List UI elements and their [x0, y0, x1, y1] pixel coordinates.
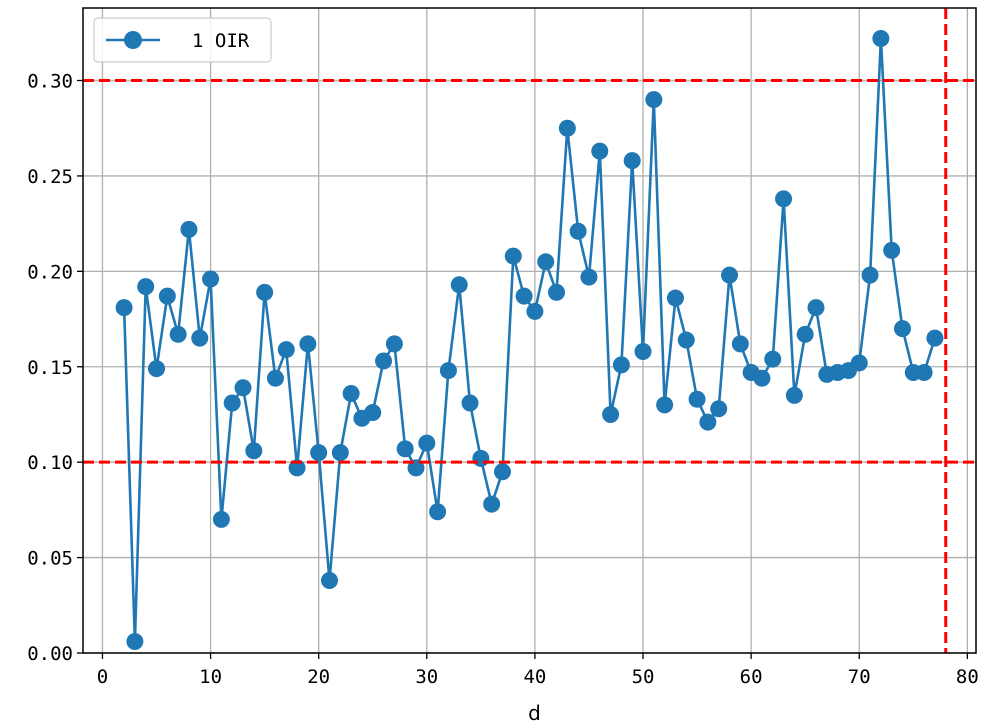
data-point [148, 360, 165, 377]
data-point [440, 362, 457, 379]
x-tick-label: 80 [956, 666, 979, 688]
data-point [180, 221, 197, 238]
data-point [559, 120, 576, 137]
data-point [602, 406, 619, 423]
x-tick-label: 50 [632, 666, 655, 688]
data-point [570, 223, 587, 240]
data-point [310, 444, 327, 461]
data-point [689, 391, 706, 408]
data-point [635, 343, 652, 360]
data-point [656, 396, 673, 413]
x-axis-title: d [528, 701, 541, 725]
data-point [883, 242, 900, 259]
data-point [462, 395, 479, 412]
legend-marker-swatch [124, 31, 142, 49]
data-point [505, 248, 522, 265]
y-tick-label: 0.05 [27, 548, 73, 570]
data-point [418, 435, 435, 452]
data-point [429, 503, 446, 520]
data-point [397, 440, 414, 457]
data-point [797, 326, 814, 343]
data-point [872, 30, 889, 47]
data-point [126, 633, 143, 650]
x-tick-label: 40 [523, 666, 546, 688]
data-point [764, 351, 781, 368]
data-point [580, 269, 597, 286]
data-point [721, 267, 738, 284]
data-point [278, 341, 295, 358]
data-point [753, 370, 770, 387]
data-point [137, 278, 154, 295]
data-point [472, 450, 489, 467]
data-point [699, 414, 716, 431]
data-point [375, 353, 392, 370]
data-point [548, 284, 565, 301]
data-point [245, 442, 262, 459]
y-tick-label: 0.25 [27, 166, 73, 188]
data-point [732, 335, 749, 352]
data-point [516, 288, 533, 305]
data-point [775, 190, 792, 207]
x-tick-label: 0 [97, 666, 108, 688]
data-point [537, 253, 554, 270]
data-point [851, 354, 868, 371]
data-point [451, 276, 468, 293]
data-point [862, 267, 879, 284]
data-point [494, 463, 511, 480]
x-tick-label: 60 [740, 666, 763, 688]
data-point [256, 284, 273, 301]
data-point [321, 572, 338, 589]
data-point [235, 379, 252, 396]
y-tick-label: 0.10 [27, 452, 73, 474]
data-point [364, 404, 381, 421]
x-tick-label: 30 [415, 666, 438, 688]
legend: 1 OIR [94, 18, 271, 62]
data-point [667, 290, 684, 307]
data-point [678, 332, 695, 349]
data-point [224, 395, 241, 412]
data-point [916, 364, 933, 381]
data-point [645, 91, 662, 108]
data-point [591, 143, 608, 160]
y-tick-label: 0.20 [27, 261, 73, 283]
data-point [613, 356, 630, 373]
data-point [894, 320, 911, 337]
data-point [299, 335, 316, 352]
data-point [332, 444, 349, 461]
data-point [483, 496, 500, 513]
data-point [386, 335, 403, 352]
data-point [267, 370, 284, 387]
data-point [202, 270, 219, 287]
y-tick-label: 0.30 [27, 71, 73, 93]
data-point [710, 400, 727, 417]
x-tick-label: 10 [199, 666, 222, 688]
data-point [159, 288, 176, 305]
data-point [191, 330, 208, 347]
data-point [213, 511, 230, 528]
data-point [116, 299, 133, 316]
data-point [807, 299, 824, 316]
data-point [786, 387, 803, 404]
x-tick-label: 70 [848, 666, 871, 688]
legend-label: 1 OIR [192, 30, 250, 52]
data-point [343, 385, 360, 402]
data-point [926, 330, 943, 347]
data-point [624, 152, 641, 169]
x-tick-label: 20 [307, 666, 330, 688]
y-tick-label: 0.00 [27, 643, 73, 665]
y-tick-label: 0.15 [27, 357, 73, 379]
data-point [526, 303, 543, 320]
data-point [170, 326, 187, 343]
